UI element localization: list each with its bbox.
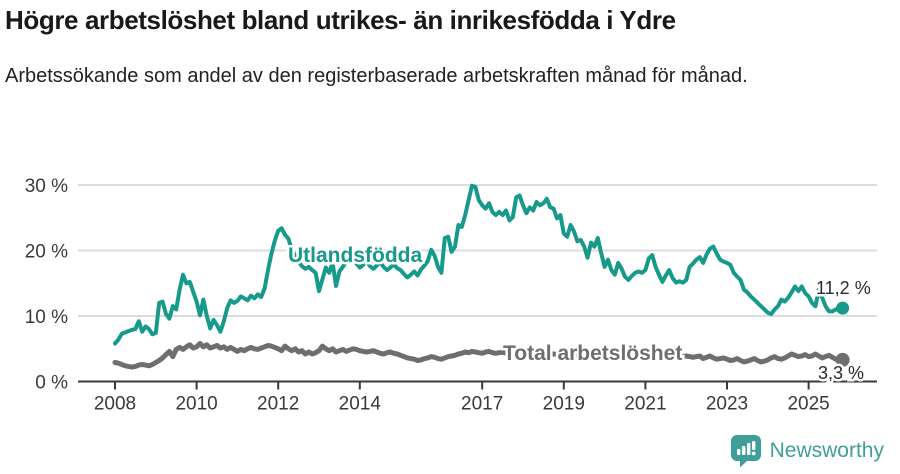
y-axis-label: 10 % (25, 307, 68, 328)
end-value-label-total: 3,3 % (818, 363, 864, 383)
series-label-utlandsfodda: Utlandsfödda (288, 244, 422, 267)
x-axis-label: 2012 (257, 394, 299, 415)
chart-subtitle: Arbetssökande som andel av den registerb… (5, 64, 748, 87)
y-axis-label: 20 % (25, 242, 68, 263)
end-dot-utlandsfodda (836, 301, 850, 315)
series-line-utlandsfodda (113, 183, 845, 346)
x-axis-label: 2025 (787, 394, 829, 415)
x-axis-label: 2019 (543, 394, 585, 415)
series-label-total: Total arbetslöshet (503, 342, 682, 365)
end-value-label-utlandsfodda: 11,2 % (816, 278, 871, 298)
x-axis-label: 2023 (706, 394, 748, 415)
x-axis-label: 2008 (94, 394, 136, 415)
y-axis-label: 0 % (35, 373, 68, 394)
series-line-total (112, 341, 846, 370)
x-axis-label: 2010 (175, 394, 217, 415)
y-axis-label: 30 % (25, 176, 68, 197)
newsworthy-brand-text: Newsworthy (769, 439, 884, 462)
x-axis-label: 2021 (624, 394, 666, 415)
newsworthy-attribution: Newsworthy (730, 434, 884, 468)
end-dot-total (835, 352, 850, 367)
x-axis-label: 2017 (461, 394, 503, 415)
x-axis-label: 2014 (339, 394, 382, 415)
chart-title: Högre arbetslöshet bland utrikes- än inr… (5, 5, 676, 35)
chart-header: Högre arbetslöshet bland utrikes- än inr… (5, 5, 865, 92)
newsworthy-logo-icon (730, 435, 761, 468)
